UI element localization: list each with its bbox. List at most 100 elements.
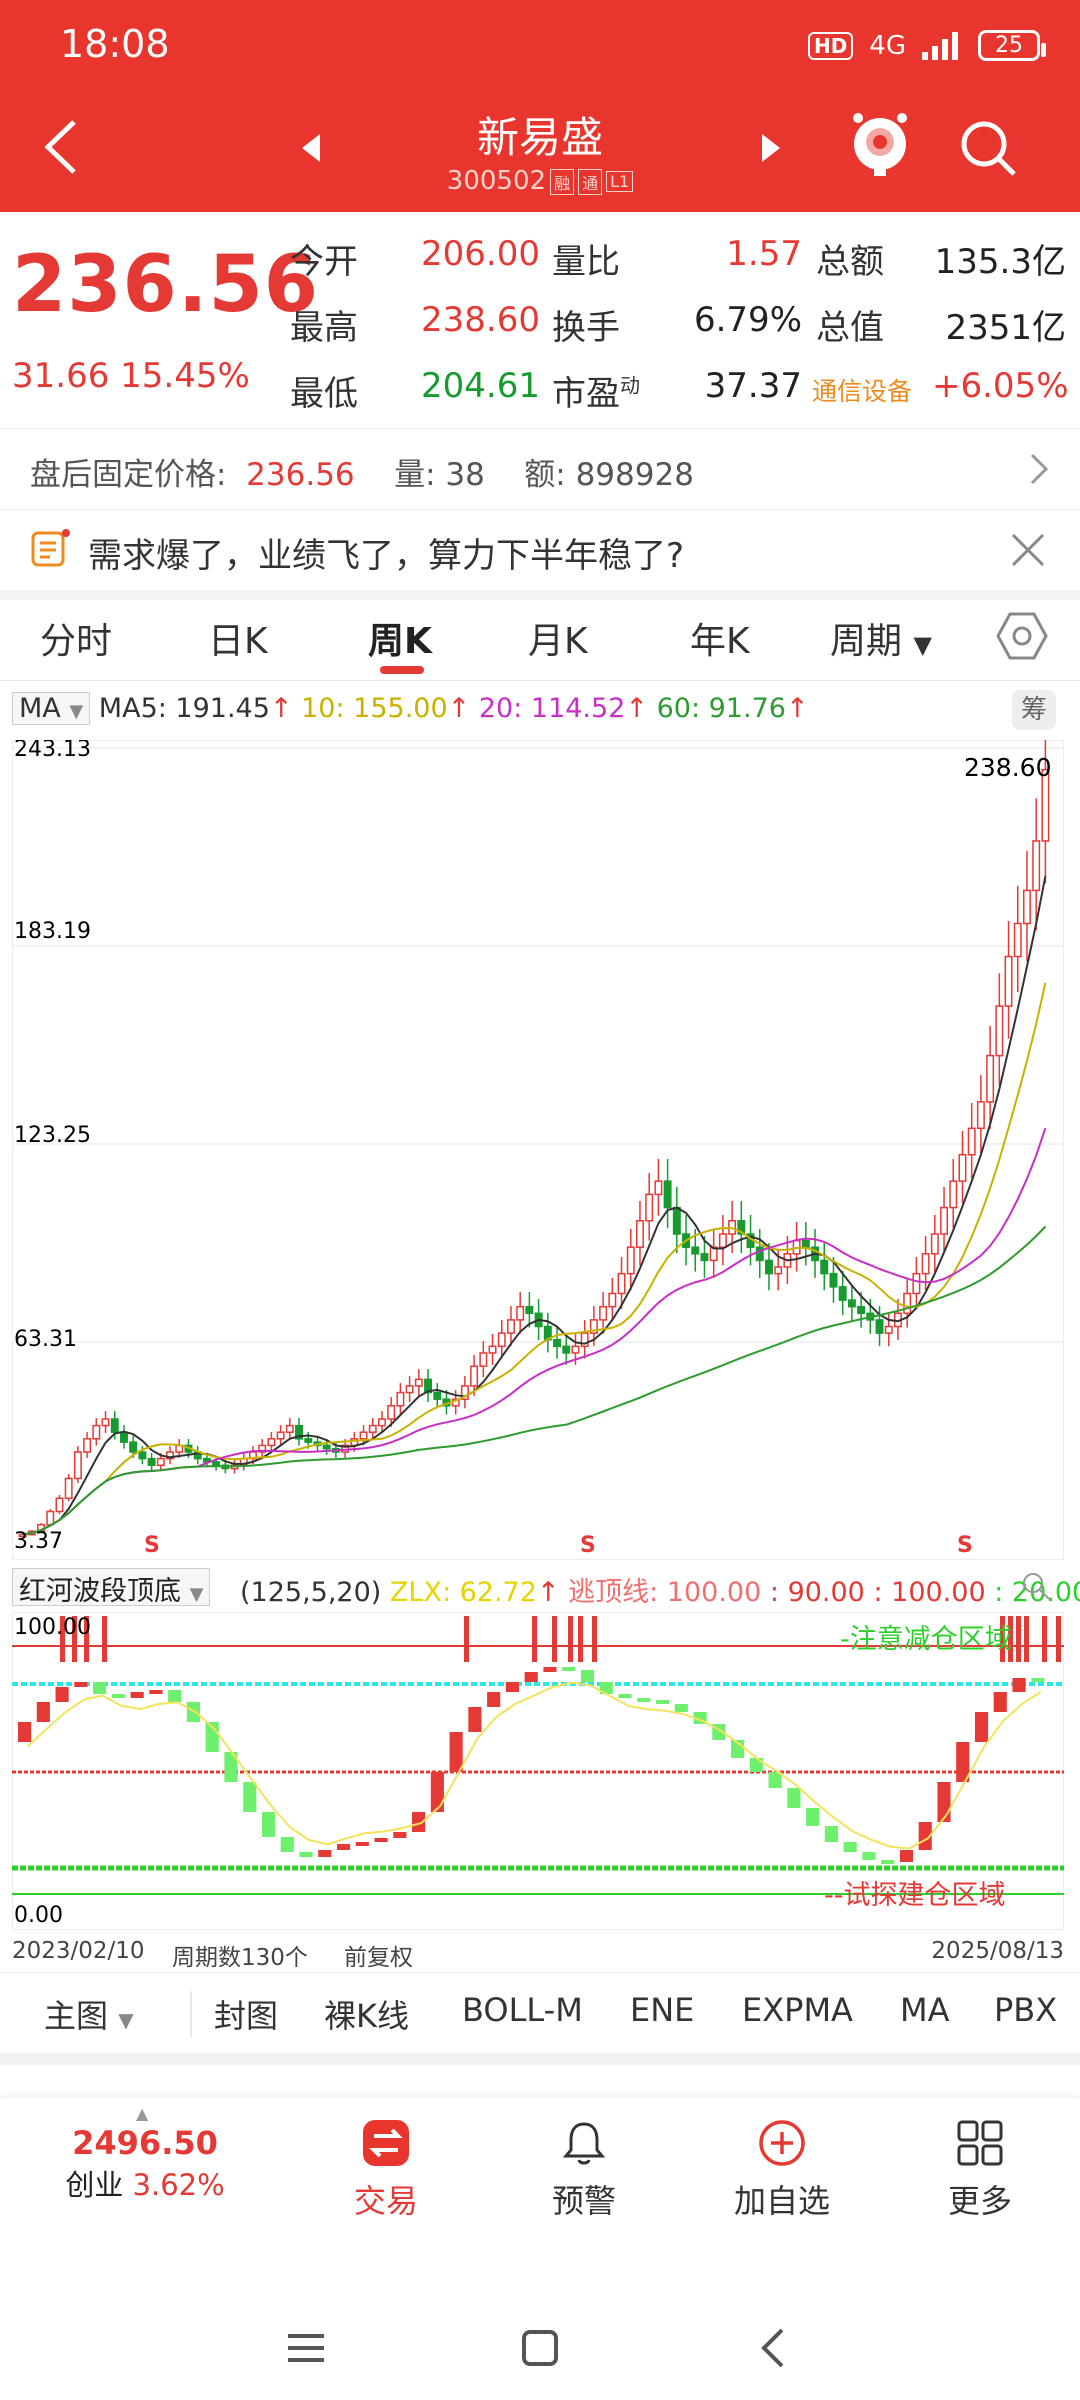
caret-down-icon: ▼ [118,2008,134,2032]
indicator-tab-naked-k[interactable]: 裸K线 [324,1997,409,2035]
after-hours-price: 236.56 [246,457,355,493]
amount-label: 总额 [816,242,884,282]
indicator-bar [261,1812,276,1837]
candlestick-chart[interactable]: 243.13 183.19 123.25 63.31 3.37 238.60 S… [12,740,1064,1560]
after-hours-vol: 38 [445,457,485,493]
arrow-up-icon: ↑ [536,1577,560,1608]
back-button[interactable] [36,112,86,182]
nav-trade[interactable]: 交易 [306,2118,466,2222]
close-icon[interactable] [1008,530,1048,570]
candle [645,1193,654,1222]
indicator-bar [806,1808,820,1826]
main-chart-select[interactable]: 主图 ▼ [44,1991,134,2037]
prev-stock-button[interactable] [296,128,326,168]
indicator-y-top: 100.00 [14,1615,91,1640]
tab-weekly[interactable]: 周K [368,621,432,662]
top-signal-bar [464,1616,469,1662]
candle [212,1461,221,1466]
indicator-bar [580,1670,595,1682]
tab-intraday[interactable]: 分时 [40,621,113,662]
candle [387,1405,396,1420]
indicator-tab-boll[interactable]: BOLL-M [462,1991,583,2029]
zoom-icon[interactable] [1020,1570,1052,1602]
pe-label: 市盈动 [552,366,640,415]
candle [700,1253,709,1262]
candle [801,1239,810,1248]
nav-add-watchlist[interactable]: 加自选 [702,2118,862,2222]
index-ticker[interactable]: 2496.50 创业 3.62% [50,2124,240,2204]
indicator-tab-seal[interactable]: 封图 [214,1997,279,2035]
indicator-select[interactable]: 红河波段顶底 ▼ [12,1568,211,1607]
reduce-zone-label: -注意减仓区域 [840,1624,1012,1655]
news-bar[interactable]: 需求爆了，业绩飞了，算力下半年稳了? [0,510,1080,600]
ma60-line [22,1225,1047,1536]
nav-more[interactable]: 更多 [900,2118,1060,2222]
indicator-tab-pbx[interactable]: PBX [994,1991,1058,2029]
ma5-value: MA5: 191.45 [98,693,270,724]
amount-value: 135.3亿 [934,242,1066,282]
nav-alert[interactable]: 预警 [504,2118,664,2222]
indicator-bar [768,1772,782,1788]
candle [635,1220,644,1248]
sector-link[interactable]: 通信设备 [812,377,913,406]
high-label: 最高 [290,308,358,348]
after-hours-bar[interactable]: 盘后固定价格: 236.56 量: 38 额: 898928 [0,428,1080,510]
home-icon[interactable] [518,2326,562,2370]
top-signal-bar [1008,1616,1013,1662]
chip-button[interactable]: 筹 [1012,690,1056,730]
stock-code: 300502 [446,166,547,196]
candle [322,1444,331,1450]
indicator-bar [36,1702,50,1722]
candle [829,1272,838,1288]
top-signal-bar [1016,1616,1021,1662]
tab-monthly[interactable]: 月K [528,621,588,662]
news-text[interactable]: 需求爆了，业绩飞了，算力下半年稳了? [88,536,685,576]
period-tabs: 分时 日K 周K 月K 年K 周期 ▼ [0,596,1080,681]
search-icon[interactable] [956,116,1020,180]
indicator-tab-ma[interactable]: MA [900,1991,950,2029]
indicator-bar [618,1694,632,1698]
y-tick: 123.25 [14,1123,91,1148]
indicator-tab-expma[interactable]: EXPMA [742,1991,853,2029]
indicator-chart[interactable]: 100.00 0.00 -注意减仓区域 --试探建仓区域 [12,1612,1064,1930]
top-signal-bar [1042,1616,1047,1662]
after-hours-row: 盘后固定价格: 236.56 量: 38 额: 898928 [30,449,694,494]
build-zone-label: --试探建仓区域 [824,1880,1006,1911]
max-price-label: 238.60 [964,753,1051,782]
ma20-value: 20: 114.52 [478,693,626,724]
tab-daily[interactable]: 日K [208,621,268,662]
indicator-bar [93,1682,107,1694]
market-cap-value: 2351亿 [945,308,1066,348]
next-stock-button[interactable] [756,128,786,168]
settings-icon[interactable] [996,610,1048,662]
top-signal-bar [592,1616,597,1662]
indicator-bar [355,1842,369,1846]
top-signal-bar [552,1616,557,1662]
connect-tag: 通 [578,168,603,195]
y-tick: 243.13 [14,740,91,762]
candle [755,1246,764,1262]
top-signal-bar [568,1616,573,1662]
adjust-mode[interactable]: 前复权 [344,1945,413,1971]
tab-period[interactable]: 周期 ▼ [830,612,932,664]
nav-alert-label: 预警 [551,2182,616,2220]
indicator-bar [449,1732,463,1772]
arrow-up-icon: ↑ [269,693,293,724]
mascot-icon[interactable] [848,108,912,180]
ma-select[interactable]: MA ▼ [12,692,91,725]
candle [691,1246,700,1255]
tab-yearly[interactable]: 年K [690,621,750,662]
candle [940,1206,949,1235]
candle [414,1378,423,1387]
candle [285,1424,294,1433]
index-name: 创业 [65,2168,124,2202]
back-nav-icon[interactable] [752,2326,796,2370]
menu-icon[interactable] [284,2326,328,2370]
after-hours-vol-label: 量: [394,457,436,493]
candle [1022,889,1031,925]
indicator-bar [918,1822,932,1850]
candle [488,1345,497,1354]
indicator-tab-ene[interactable]: ENE [630,1991,695,2029]
indicator-y-bottom: 0.00 [14,1903,63,1928]
candle [857,1305,866,1315]
